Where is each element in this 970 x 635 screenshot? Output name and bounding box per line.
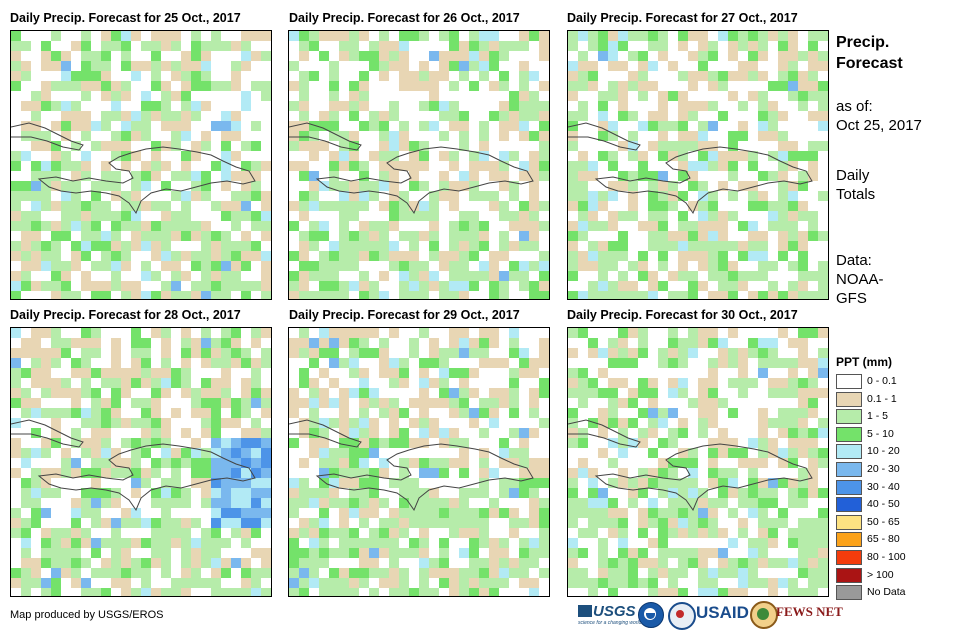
legend-label: 1 - 5 [867, 410, 889, 423]
legend-label: 0.1 - 1 [867, 392, 897, 405]
fews-net-globe-icon [750, 601, 778, 629]
legend-swatch [836, 462, 862, 477]
panel-title-1: Daily Precip. Forecast for 25 Oct., 2017 [10, 11, 241, 25]
legend-swatch [836, 585, 862, 601]
totals-line1: Daily [836, 167, 870, 184]
usgs-logo: USGS [578, 603, 636, 620]
panel-title-4: Daily Precip. Forecast for 28 Oct., 2017 [10, 308, 241, 322]
legend-label: 65 - 80 [867, 533, 900, 546]
map-grid-3 [568, 31, 828, 299]
legend-swatch [836, 479, 862, 495]
legend-label: 5 - 10 [867, 427, 894, 440]
forecast-map-4 [10, 327, 272, 597]
sidebar-title-line2: Forecast [836, 55, 903, 72]
forecast-map-6 [567, 327, 829, 597]
panel-title-2: Daily Precip. Forecast for 26 Oct., 2017 [289, 11, 520, 25]
data-line1: Data: [836, 252, 872, 269]
forecast-map-2 [288, 30, 550, 300]
legend-swatch [836, 497, 862, 513]
legend-label: 20 - 30 [867, 463, 900, 475]
legend-title: PPT (mm) [836, 355, 893, 369]
legend-swatch [836, 426, 862, 442]
asof-label: as of: [836, 98, 873, 115]
legend-swatch [836, 567, 862, 583]
panel-title-6: Daily Precip. Forecast for 30 Oct., 2017 [567, 308, 798, 322]
legend-label: 0 - 0.1 [867, 375, 897, 387]
sidebar-title-line1: Precip. [836, 34, 890, 51]
legend-swatch [836, 444, 862, 460]
usgs-tagline: science for a changing world [578, 620, 642, 626]
forecast-map-5 [288, 327, 550, 597]
legend-label: 40 - 50 [867, 498, 900, 511]
usgs-logo-text: USGS [593, 603, 636, 620]
legend-label: > 100 [867, 568, 894, 581]
panel-title-3: Daily Precip. Forecast for 27 Oct., 2017 [567, 11, 798, 25]
data-source-block: Data: NOAA- GFS [836, 251, 884, 308]
forecast-map-1 [10, 30, 272, 300]
panel-title-5: Daily Precip. Forecast for 29 Oct., 2017 [289, 308, 520, 322]
usaid-logo: USAID [696, 603, 749, 622]
legend-swatch [836, 409, 862, 425]
forecast-map-3 [567, 30, 829, 300]
map-grid-5 [289, 328, 549, 596]
legend-label: 50 - 65 [867, 515, 900, 528]
legend-label: 80 - 100 [867, 551, 906, 563]
legend-swatch [836, 532, 862, 548]
usaid-seal-icon [668, 602, 696, 630]
legend-swatch [836, 391, 862, 407]
map-grid-6 [568, 328, 828, 596]
data-line3: GFS [836, 290, 867, 307]
legend-swatch [836, 374, 862, 389]
totals-line2: Totals [836, 186, 876, 203]
noaa-logo-icon [638, 602, 664, 628]
usgs-wave-icon [578, 605, 592, 617]
data-line2: NOAA- [836, 271, 884, 288]
sidebar-title: Precip. Forecast [836, 32, 903, 74]
fews-net-logo: FEWS NET [776, 604, 843, 619]
totals-block: Daily Totals [836, 166, 875, 204]
legend-label: 10 - 20 [867, 445, 900, 458]
asof-date: Oct 25, 2017 [836, 117, 922, 134]
legend-label: No Data [867, 586, 906, 599]
legend-swatch [836, 550, 862, 565]
map-grid-2 [289, 31, 549, 299]
asof-block: as of: Oct 25, 2017 [836, 97, 922, 135]
map-grid-4 [11, 328, 271, 596]
credit-text: Map produced by USGS/EROS [10, 609, 164, 621]
map-grid-1 [11, 31, 271, 299]
legend-swatch [836, 514, 862, 530]
legend-label: 30 - 40 [867, 480, 900, 493]
